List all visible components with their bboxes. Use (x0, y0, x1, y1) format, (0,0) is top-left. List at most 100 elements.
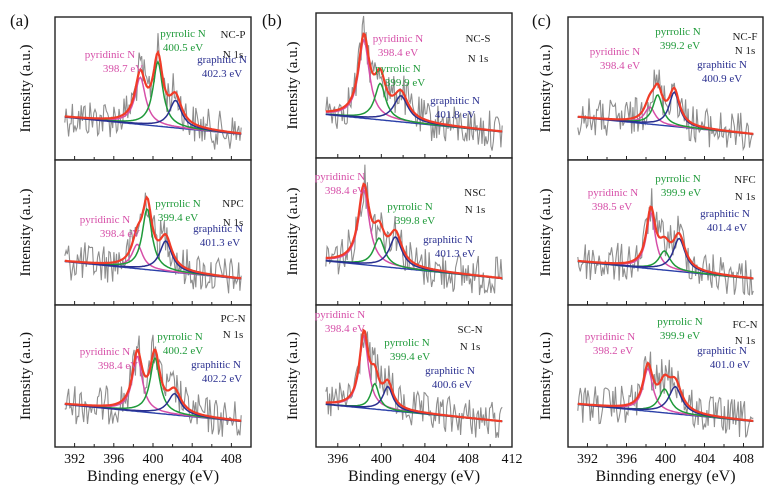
x-tick-label: 392 (577, 452, 598, 467)
x-tick-label: 396 (327, 452, 348, 467)
y-axis-label: Intensity (a.u.) (18, 189, 34, 277)
y-axis-label: Intensity (a.u.) (285, 332, 301, 420)
graphitic-peak-label: graphitic N (430, 95, 480, 107)
graphitic-energy-label: 400.6 eV (432, 379, 472, 391)
graphitic-peak-label: graphitic N (700, 208, 750, 220)
x-tick-label: 408 (733, 452, 754, 467)
pyridinic-energy-label: 398.4 eV (378, 47, 418, 59)
subplot-nc-f: Intensity (a.u.) pyridinic N 398.4 eV pyrro… (538, 16, 764, 161)
x-tick-label: 392 (64, 452, 85, 467)
pyridinic-peak-label: pyridinic N (315, 309, 365, 321)
pyrrolic-peak-label: pyrrolic N (160, 28, 206, 40)
x-axis-label: Binding energy (eV) (87, 468, 219, 485)
x-tick-label: 408 (458, 452, 479, 467)
pyridinic-energy-label: 398.7 eV (103, 63, 143, 75)
x-tick-label: 396 (616, 452, 637, 467)
pyrrolic-energy-label: 400.2 eV (163, 345, 203, 357)
graphitic-peak-label: graphitic N (191, 359, 241, 371)
pyridinic-energy-label: 398.4 eV (325, 185, 365, 197)
y-axis-label: Intensity (a.u.) (18, 332, 34, 420)
core-level-label: N 1s (460, 341, 480, 353)
envelope-fit-line (64, 348, 242, 422)
pyridinic-energy-label: 398.2 eV (593, 345, 633, 357)
y-axis-label: Intensity (a.u.) (538, 189, 554, 277)
pyrrolic-peak-label: pyrrolic N (157, 331, 203, 343)
panel-a: (a) Intensity (a.u.) pyridinic N 398.7 eV py… (10, 11, 252, 485)
x-tick-label: 400 (655, 452, 676, 467)
core-level-label: N 1s (735, 45, 755, 57)
pyridinic-peak-label: pyridinic N (373, 33, 423, 45)
pyridinic-energy-label: 398.4 eV (325, 323, 365, 335)
x-tick-label: 404 (694, 452, 715, 467)
x-axis-label: Binnding energy (eV) (595, 468, 735, 485)
pyrrolic-energy-label: 400.5 eV (163, 42, 203, 54)
core-level-label: N 1s (735, 335, 755, 347)
raw-spectrum-line (325, 331, 503, 439)
envelope-fit-line (577, 205, 754, 280)
raw-spectrum-line (64, 192, 242, 294)
pyrrolic-energy-label: 399.4 eV (390, 351, 430, 363)
pyridinic-peak-label: pyridinic N (588, 187, 638, 199)
pyrrolic-energy-label: 399.9 eV (661, 187, 701, 199)
panel-c: (c) Intensity (a.u.) pyridinic N 398.4 eV py… (532, 11, 764, 485)
panel-label: (c) (532, 11, 551, 30)
core-level-label: N 1s (468, 53, 488, 65)
core-level-label: N 1s (223, 49, 243, 61)
pyridinic-energy-label: 398.4 eV (600, 60, 640, 72)
sample-label: SC-N (457, 324, 482, 336)
graphitic-peak-label: graphitic N (697, 345, 747, 357)
pyridinic-peak-label: pyridinic N (80, 346, 130, 358)
raw-spectrum-line (577, 351, 754, 438)
pyridinic-peak-label: pyridinic N (85, 49, 135, 61)
pyrrolic-energy-label: 399.2 eV (660, 40, 700, 52)
pyridinic-energy-label: 398.4 eV (100, 228, 140, 240)
envelope-fit-line (325, 32, 503, 133)
sample-label: FC-N (732, 319, 757, 331)
graphitic-energy-label: 401.8 eV (435, 109, 475, 121)
y-axis-label: Intensity (a.u.) (538, 45, 554, 133)
pyrrolic-energy-label: 399.9 eV (385, 77, 425, 89)
pyridinic-peak-label: pyridinic N (315, 171, 365, 183)
raw-spectrum-line (577, 188, 754, 296)
envelope-fit-line (325, 182, 503, 280)
envelope-fit-line (325, 328, 503, 423)
envelope-fit-line (577, 82, 754, 135)
x-tick-label: 408 (221, 452, 242, 467)
sample-label: NC-F (732, 31, 757, 43)
pyridinic-peak-label: pyridinic N (585, 331, 635, 343)
pyrrolic-energy-label: 399.9 eV (660, 330, 700, 342)
graphitic-energy-label: 402.3 eV (202, 68, 242, 80)
plot-frame (567, 159, 764, 306)
core-level-label: N 1s (735, 191, 755, 203)
graphitic-energy-label: 401.3 eV (200, 237, 240, 249)
pyridinic-peak-label: pyridinic N (80, 214, 130, 226)
y-axis-label: Intensity (a.u.) (285, 42, 301, 130)
pyridinic-peak-label: pyridinic N (590, 46, 640, 58)
envelope-fit-line (64, 49, 242, 135)
y-axis-label: Intensity (a.u.) (285, 188, 301, 276)
subplot-nfc: Intensity (a.u.) pyridinic N 398.5 eV pyrro… (538, 159, 764, 306)
subplot-nc-s: Intensity (a.u.) pyridinic N 398.4 eV pyrro… (285, 12, 513, 159)
graphitic-energy-label: 401.4 eV (707, 222, 747, 234)
subplot-nc-p: Intensity (a.u.) pyridinic N 398.7 eV pyrro… (18, 16, 252, 161)
subplot-npc: Intensity (a.u.) pyridinic N 398.4 eV pyrro… (18, 159, 252, 306)
y-axis-label: Intensity (a.u.) (18, 45, 34, 133)
graphitic-energy-label: 400.9 eV (702, 73, 742, 85)
pyrrolic-energy-label: 399.4 eV (158, 212, 198, 224)
pyrrolic-peak-label: pyrrolic N (655, 173, 701, 185)
subplot-sc-n: Intensity (a.u.) pyridinic N 398.4 eV pyrro… (285, 304, 513, 448)
x-axis-label: Binding energy (eV) (348, 468, 480, 485)
pyrrolic-peak-label: pyrrolic N (655, 26, 701, 38)
pyrrolic-peak-label: pyrrolic N (384, 337, 430, 349)
core-level-label: N 1s (223, 329, 243, 341)
pyrrolic-peak-label: pyrrolic N (387, 201, 433, 213)
panel-label: (a) (10, 11, 29, 30)
y-axis-label: Intensity (a.u.) (538, 332, 554, 420)
graphitic-energy-label: 402.2 eV (202, 373, 242, 385)
graphitic-peak-label: graphitic N (425, 365, 475, 377)
envelope-fit-line (64, 195, 242, 280)
subplot-fc-n: Intensity (a.u.) pyridinic N 398.2 eV pyrro… (538, 304, 764, 448)
core-level-label: N 1s (223, 217, 243, 229)
x-tick-label: 396 (103, 452, 124, 467)
